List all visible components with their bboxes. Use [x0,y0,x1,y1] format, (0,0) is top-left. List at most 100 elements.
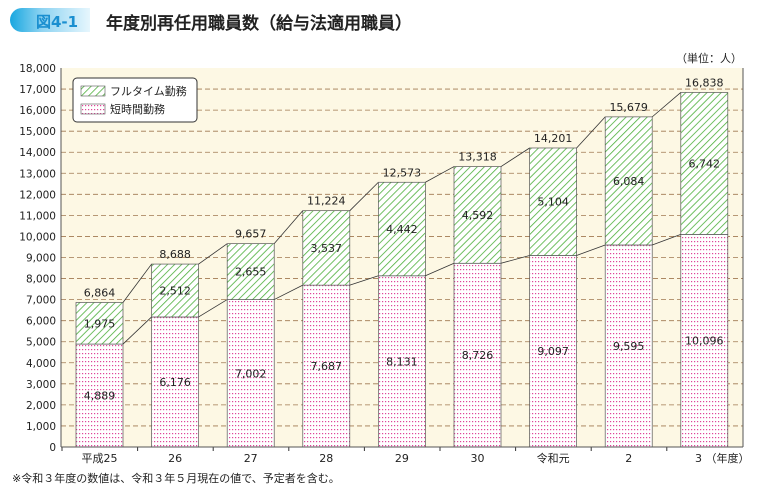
legend-swatch-parttime [80,103,106,115]
x-tick-label: 3 （年度） [695,451,750,465]
y-tick-label: 13,000 [19,168,56,180]
y-tick-label: 2,000 [26,400,56,412]
connector-line [425,262,455,277]
bar-fulltime [302,210,351,286]
data-label-fulltime: 4,442 [386,223,418,236]
data-label-parttime: 6,176 [159,376,191,389]
y-tick-label: 16,000 [19,105,56,117]
data-label-total: 8,688 [159,248,191,261]
data-label-parttime: 9,595 [613,340,645,353]
y-tick-label: 8,000 [26,274,56,286]
chart-title: 年度別再任用職員数（給与法適用職員） [106,14,412,34]
y-tick-label: 5,000 [26,337,56,349]
connector-line [652,234,681,246]
legend-label-fulltime: フルタイム勤務 [110,84,187,98]
bar-parttime [529,255,577,448]
legend-label-parttime: 短時間勤務 [110,102,165,116]
connector-line [122,316,152,345]
data-label-total: 11,224 [307,195,346,208]
connector-line [576,244,606,256]
y-tick-label: 1,000 [26,421,56,433]
x-tick-label: 2 [625,452,632,465]
x-tick-label: 29 [395,452,409,465]
data-label-fulltime: 4,592 [462,209,494,222]
figure-badge: 図4-1 [10,8,90,32]
connector-line [274,284,303,300]
bar-parttime [151,316,199,448]
bar-fulltime [226,243,275,300]
data-label-parttime: 8,726 [462,349,494,362]
data-label-total: 9,657 [235,228,267,241]
data-label-parttime: 7,687 [311,360,343,373]
data-label-parttime: 7,002 [235,367,267,380]
connector-line [576,116,606,149]
data-label-fulltime: 6,084 [613,175,645,188]
data-label-parttime: 8,131 [386,355,418,368]
y-tick-label: 9,000 [26,253,56,265]
bar-fulltime [75,302,124,345]
connector-line [349,181,379,211]
x-tick-label: 令和元 [537,451,570,465]
bar-parttime [453,262,502,448]
y-tick-label: 0 [49,442,56,454]
bar-fulltime [378,181,426,277]
data-label-parttime: 4,889 [84,390,116,403]
data-label-total: 16,838 [685,76,724,89]
y-tick-label: 18,000 [19,63,56,75]
data-label-total: 14,201 [534,132,573,145]
y-tick-label: 4,000 [26,358,56,370]
data-label-fulltime: 3,537 [311,242,343,255]
bar-parttime [378,275,426,448]
bar-parttime [302,284,351,448]
bar-parttime [75,343,124,448]
data-label-total: 6,864 [84,286,116,299]
data-label-total: 13,318 [458,151,497,164]
y-tick-label: 14,000 [19,147,56,159]
x-tick-label: 28 [319,452,333,465]
figure-header: 図4-1 年度別再任用職員数（給与法適用職員） [6,6,760,34]
data-label-parttime: 9,097 [537,345,569,358]
y-tick-label: 3,000 [26,379,56,391]
data-label-fulltime: 6,742 [689,157,721,170]
footnote: ※令和３年度の数値は、令和３年５月現在の値で、予定者を含む。 [12,472,340,485]
bar-parttime [226,299,275,448]
bar-fulltime [680,92,729,235]
y-tick-label: 6,000 [26,316,56,328]
data-label-parttime: 10,096 [685,335,724,348]
y-tick-label: 12,000 [19,189,56,201]
data-label-fulltime: 2,512 [159,285,191,298]
bar-parttime [604,244,653,448]
connector-line [198,299,228,318]
data-label-fulltime: 1,975 [84,317,116,330]
bar-fulltime [151,263,199,318]
x-tick-label: 26 [168,452,182,465]
y-tick-label: 7,000 [26,295,56,307]
bar-parttime [680,234,729,448]
legend: フルタイム勤務 短時間勤務 [72,77,198,123]
x-tick-label: 平成25 [82,452,118,465]
connector-line [122,263,152,303]
bar-fulltime [604,116,653,246]
connector-line [349,275,379,286]
unit-label: （単位：人） [676,52,742,65]
data-label-total: 15,679 [609,101,648,114]
legend-swatch-fulltime [80,85,106,97]
y-tick-label: 10,000 [19,231,56,243]
connector-line [500,147,530,167]
connector-line [198,243,228,265]
data-label-fulltime: 5,104 [537,196,569,209]
y-tick-label: 11,000 [19,210,56,222]
x-tick-label: 27 [244,452,258,465]
connector-line [500,255,530,264]
connector-line [425,166,455,183]
data-label-fulltime: 2,655 [235,266,267,279]
y-tick-label: 15,000 [19,126,56,138]
y-tick-label: 17,000 [19,84,56,96]
connector-line [651,92,682,118]
bar-fulltime [529,147,577,256]
figure-number: 図4-1 [36,13,79,31]
data-label-total: 12,573 [383,166,422,179]
connector-line [273,210,304,244]
bar-fulltime [453,166,502,264]
